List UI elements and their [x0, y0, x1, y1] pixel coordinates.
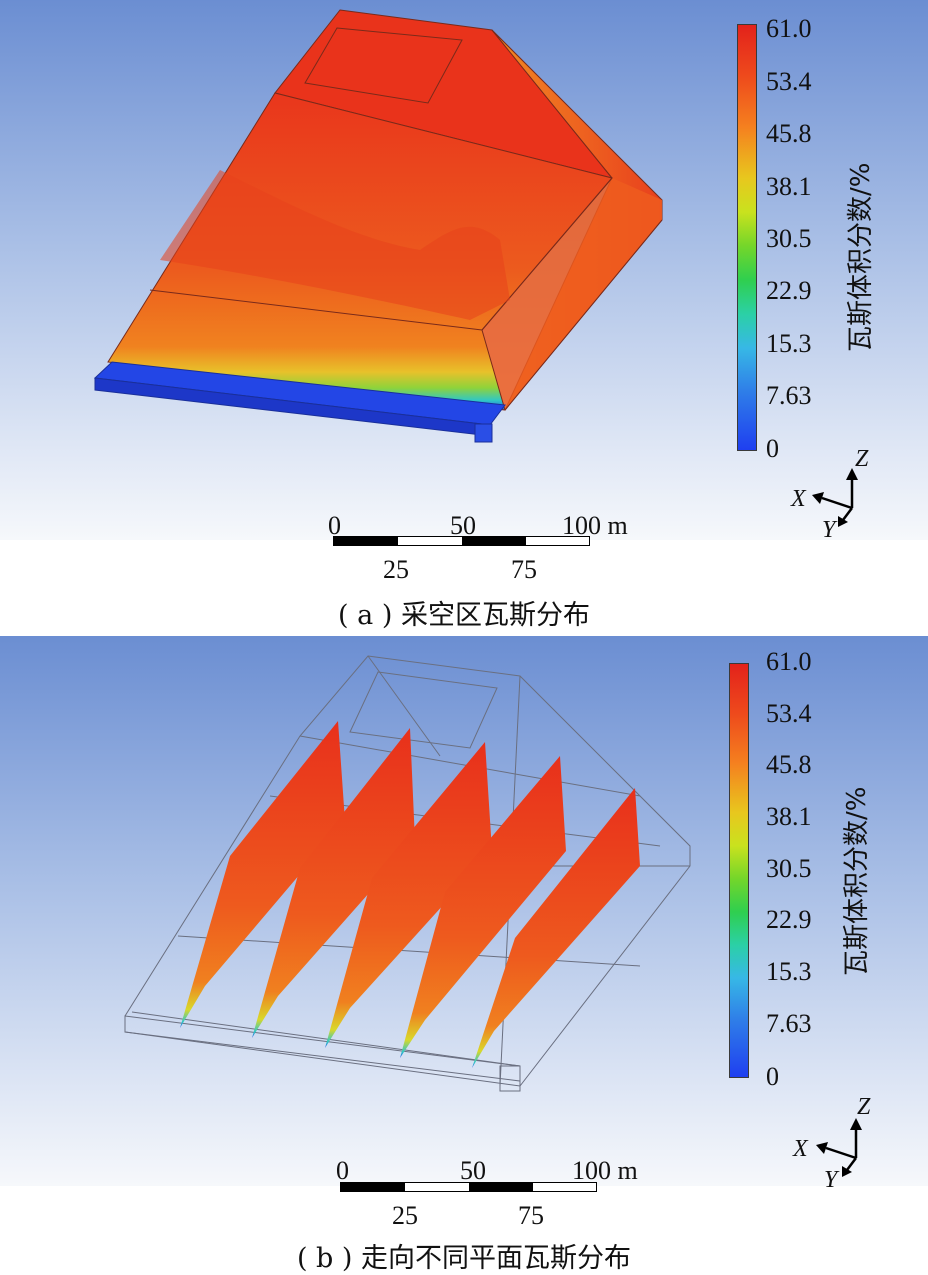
colorbar-tick: 0	[766, 1062, 779, 1091]
gas-slice	[472, 788, 640, 1068]
colorbar-tick: 30.5	[766, 854, 812, 883]
colorbar-tick: 22.9	[766, 276, 812, 305]
scale-bar	[333, 536, 590, 546]
colorbar-tick: 53.4	[766, 67, 812, 96]
colorbar-tick: 7.63	[766, 1009, 812, 1038]
slice-3d-model	[124, 655, 691, 1092]
model-top-inner-rect	[304, 27, 463, 104]
colorbar-tick: 45.8	[766, 119, 812, 148]
scale-label: 25	[392, 1201, 418, 1230]
scale-label: 100 m	[562, 511, 628, 540]
gas-slice	[252, 728, 415, 1038]
colorbar-tick: 7.63	[766, 381, 812, 410]
colorbar-tick: 53.4	[766, 699, 812, 728]
scale-label: 100 m	[572, 1156, 638, 1185]
colorbar-tick: 30.5	[766, 224, 812, 253]
axis-triad	[812, 468, 858, 527]
axis-y-label: Y	[822, 517, 836, 543]
panel-a: 61.0 53.4 45.8 38.1 30.5 22.9 15.3 7.63 …	[0, 0, 928, 590]
axis-z-label: Z	[855, 446, 869, 472]
goaf-3d-model	[93, 9, 663, 443]
scale-label: 50	[460, 1156, 486, 1185]
gas-slice	[180, 721, 345, 1028]
scale-label: 75	[511, 555, 537, 584]
axis-triad	[816, 1118, 862, 1177]
scale-bar	[340, 1182, 597, 1192]
colorbar-tick: 38.1	[766, 172, 812, 201]
colorbar	[729, 663, 749, 1078]
colorbar-tick: 15.3	[766, 329, 812, 358]
colorbar-tick: 61.0	[766, 14, 812, 43]
colorbar-tick: 22.9	[766, 905, 812, 934]
scale-label: 0	[328, 511, 341, 540]
axis-z-label: Z	[857, 1094, 871, 1120]
colorbar-tick: 15.3	[766, 957, 812, 986]
scale-label: 0	[336, 1156, 349, 1185]
axis-x-label: X	[793, 1136, 808, 1162]
scale-label: 75	[518, 1201, 544, 1230]
colorbar-tick: 0	[766, 434, 779, 463]
gas-slice	[400, 756, 566, 1058]
gas-slice	[325, 742, 492, 1048]
colorbar-tick: 38.1	[766, 802, 812, 831]
colorbar-tick: 45.8	[766, 750, 812, 779]
colorbar-tick: 61.0	[766, 647, 812, 676]
axis-x-label: X	[791, 486, 806, 512]
panel-b: 61.0 53.4 45.8 38.1 30.5 22.9 15.3 7.63 …	[0, 636, 928, 1236]
caption-b: ( b ) 走向不同平面瓦斯分布	[296, 1243, 632, 1274]
scale-label: 50	[450, 511, 476, 540]
caption-a: ( a ) 采空区瓦斯分布	[338, 600, 590, 631]
colorbar	[737, 24, 757, 451]
scale-label: 25	[383, 555, 409, 584]
axis-y-label: Y	[824, 1167, 838, 1193]
